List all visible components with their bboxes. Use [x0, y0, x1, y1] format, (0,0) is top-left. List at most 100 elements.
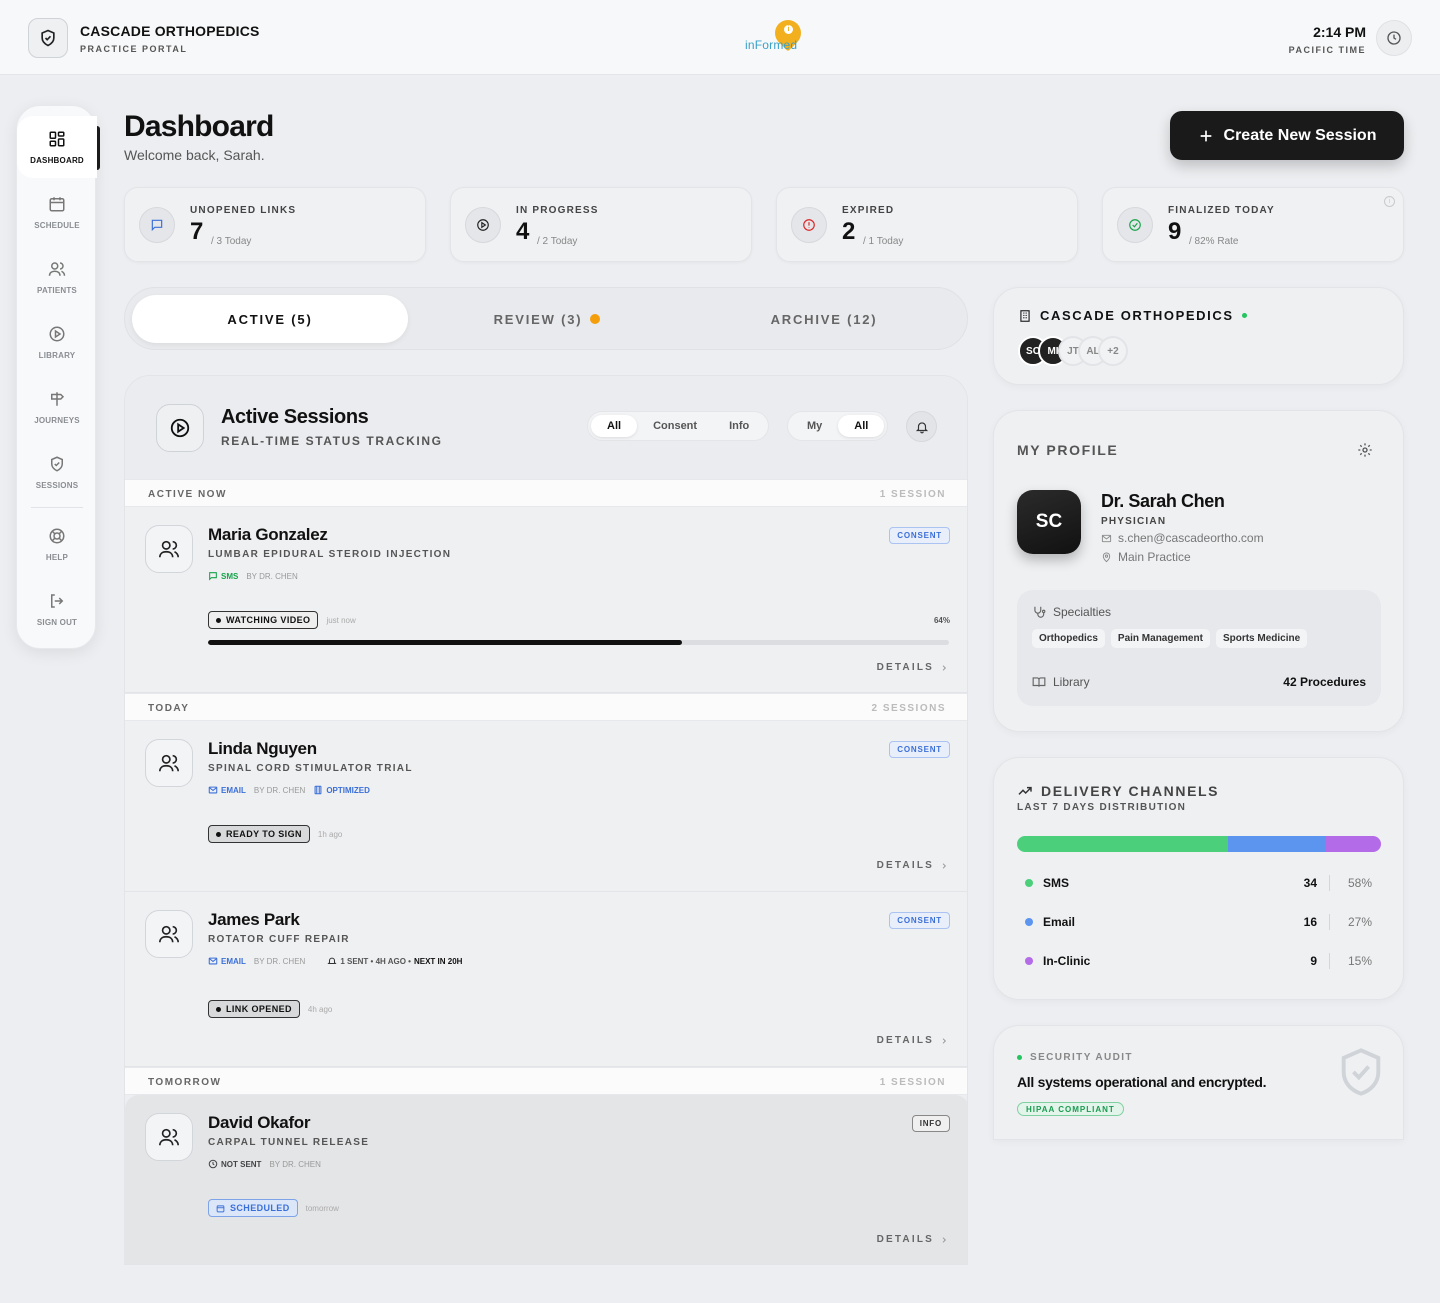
- info-icon[interactable]: i: [1384, 196, 1395, 207]
- filter-all[interactable]: All: [591, 415, 638, 437]
- author: BY DR. CHEN: [253, 956, 306, 966]
- details-link[interactable]: DETAILS: [877, 1035, 948, 1046]
- group-label: ACTIVE NOW: [148, 489, 227, 500]
- session-meta: SMS BY DR. CHEN: [208, 571, 298, 581]
- sidebar-item-help[interactable]: HELP: [17, 513, 97, 575]
- tab-review[interactable]: REVIEW (3): [409, 295, 685, 343]
- settings-button[interactable]: [1357, 442, 1373, 458]
- status-dot: [1017, 1055, 1022, 1060]
- shield-logo-icon: [28, 18, 68, 58]
- clock-button[interactable]: [1376, 20, 1412, 56]
- create-session-button[interactable]: Create New Session: [1170, 111, 1404, 160]
- page-title: Dashboard: [124, 110, 274, 143]
- hipaa-badge: HIPAA COMPLIANT: [1017, 1102, 1124, 1116]
- delivery-channels-card: DELIVERY CHANNELS LAST 7 DAYS DISTRIBUTI…: [993, 757, 1404, 1000]
- check-circle-icon: [1117, 207, 1153, 243]
- sidebar-item-schedule[interactable]: SCHEDULE: [17, 181, 97, 243]
- stat-card-expired[interactable]: EXPIRED 2 / 1 Today: [776, 187, 1078, 262]
- owner-filter: My All: [787, 411, 889, 441]
- optimized-tag: OPTIMIZED: [313, 785, 370, 795]
- alert-circle-icon: [791, 207, 827, 243]
- stat-card-finalized[interactable]: FINALIZED TODAY 9 / 82% Rate i: [1102, 187, 1404, 262]
- stat-card-unopened[interactable]: UNOPENED LINKS 7 / 3 Today: [124, 187, 426, 262]
- sidebar-item-label: PATIENTS: [37, 285, 77, 295]
- specialty-tag: Sports Medicine: [1215, 629, 1308, 648]
- filter-owner-all[interactable]: All: [838, 415, 885, 437]
- sidebar-item-label: HELP: [45, 552, 69, 562]
- sidebar-item-library[interactable]: LIBRARY: [17, 311, 97, 373]
- sidebar-item-sign-out[interactable]: SIGN OUT: [17, 578, 97, 640]
- filter-info[interactable]: Info: [729, 420, 750, 432]
- session-tabs: ACTIVE (5) REVIEW (3) ARCHIVE (12): [124, 287, 968, 350]
- status-time: 1h ago: [317, 829, 343, 839]
- session-row[interactable]: Maria Gonzalez LUMBAR EPIDURAL STEROID I…: [125, 507, 967, 693]
- doctor-email: s.chen@cascadeortho.com: [1101, 531, 1264, 545]
- tab-archive[interactable]: ARCHIVE (12): [686, 295, 962, 343]
- delivery-title: DELIVERY CHANNELS: [1017, 783, 1219, 799]
- stat-sub: / 1 Today: [863, 236, 904, 247]
- group-count: 2 SESSIONS: [871, 703, 946, 714]
- clock-icon: [208, 1159, 218, 1169]
- patient-name: Maria Gonzalez: [208, 525, 328, 544]
- stat-value: 4: [516, 218, 530, 245]
- session-row[interactable]: Linda Nguyen SPINAL CORD STIMULATOR TRIA…: [125, 721, 967, 892]
- sidebar-item-label: SCHEDULE: [34, 220, 80, 230]
- sidebar-item-dashboard[interactable]: DASHBOARD: [17, 116, 97, 178]
- sidebar-item-journeys[interactable]: JOURNEYS: [17, 376, 97, 438]
- details-link[interactable]: DETAILS: [877, 662, 948, 673]
- lifebuoy-icon: [49, 528, 65, 543]
- sidebar-item-patients[interactable]: PATIENTS: [17, 246, 97, 308]
- legend-dot: [1025, 918, 1033, 926]
- tab-label: REVIEW (3): [493, 311, 583, 327]
- bell-icon: [915, 421, 928, 433]
- team-avatars[interactable]: SC MI JT AL +2: [1018, 336, 1128, 366]
- patient-icon: [145, 739, 193, 787]
- reminder-info: 1 SENT • 4H AGO • NEXT IN 20H: [327, 956, 462, 966]
- delivery-subtitle: LAST 7 DAYS DISTRIBUTION: [1017, 802, 1187, 813]
- session-meta: EMAIL BY DR. CHEN OPTIMIZED: [208, 785, 370, 795]
- channel: NOT SENT: [208, 1159, 261, 1169]
- sidebar-item-label: SIGN OUT: [36, 617, 78, 627]
- sidebar-item-sessions[interactable]: SESSIONS: [17, 441, 97, 503]
- message-icon: [139, 207, 175, 243]
- distribution-segment: [1017, 836, 1229, 852]
- filter-my[interactable]: My: [807, 420, 823, 432]
- status-time: just now: [326, 615, 356, 625]
- users-icon: [48, 261, 66, 276]
- stat-card-in-progress[interactable]: IN PROGRESS 4 / 2 Today: [450, 187, 752, 262]
- session-status: SCHEDULED tomorrow: [208, 1199, 339, 1217]
- session-status: WATCHING VIDEO just now: [208, 611, 356, 629]
- details-link[interactable]: DETAILS: [877, 1234, 948, 1245]
- stat-label: FINALIZED TODAY: [1168, 205, 1275, 216]
- legend-dot: [1025, 879, 1033, 887]
- book-icon: [1032, 677, 1046, 687]
- profile-card: MY PROFILE SC Dr. Sarah Chen PHYSICIAN s…: [993, 410, 1404, 732]
- film-icon: [314, 785, 322, 795]
- channel-pct: 27%: [1347, 915, 1372, 929]
- session-row[interactable]: David Okafor CARPAL TUNNEL RELEASE NOT S…: [125, 1095, 967, 1264]
- organization-card: CASCADE ORTHOPEDICS SC MI JT AL +2: [993, 287, 1404, 385]
- calendar-icon: [216, 1204, 225, 1212]
- specialty-tag: Orthopedics: [1032, 629, 1105, 648]
- play-circle-icon: [465, 207, 501, 243]
- filter-consent[interactable]: Consent: [653, 420, 698, 432]
- tab-active[interactable]: ACTIVE (5): [132, 295, 408, 343]
- library-row[interactable]: Library 42 Procedures: [1032, 675, 1366, 689]
- status-pill: READY TO SIGN: [208, 825, 310, 843]
- session-status: READY TO SIGN 1h ago: [208, 825, 342, 843]
- details-link[interactable]: DETAILS: [877, 860, 948, 871]
- calendar-icon: [49, 196, 65, 211]
- top-bar: CASCADE ORTHOPEDICS PRACTICE PORTAL i in…: [0, 0, 1440, 75]
- session-row[interactable]: James Park ROTATOR CUFF REPAIR EMAIL BY …: [125, 892, 967, 1067]
- chevron-right-icon: [942, 1037, 947, 1044]
- notifications-button[interactable]: [906, 411, 937, 442]
- distribution-segment: [1326, 836, 1381, 852]
- profile-avatar: SC: [1017, 490, 1081, 554]
- type-badge: CONSENT: [889, 527, 950, 544]
- procedure-name: ROTATOR CUFF REPAIR: [208, 934, 350, 945]
- grid-icon: [49, 131, 65, 146]
- library-label: Library: [1053, 675, 1090, 689]
- channel-row-email: Email 16 27%: [1025, 912, 1372, 932]
- group-header: ACTIVE NOW 1 SESSION: [125, 479, 967, 507]
- progress-fill: [208, 640, 683, 645]
